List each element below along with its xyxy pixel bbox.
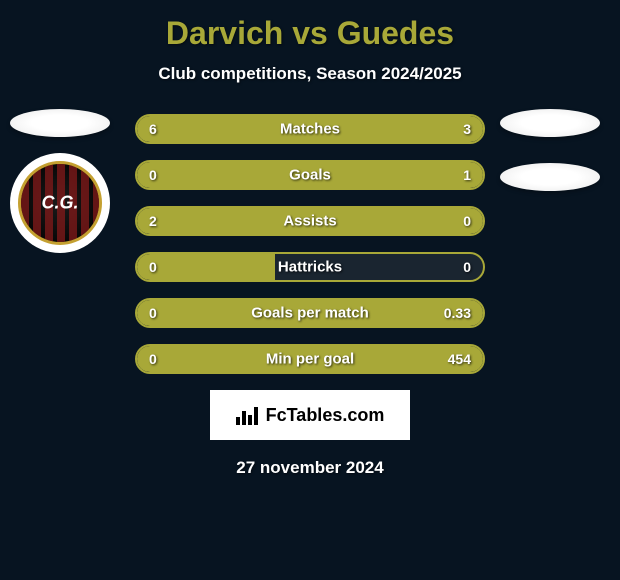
bar-right	[199, 162, 483, 188]
player-photo-right-2	[500, 163, 600, 191]
stat-label: Hattricks	[278, 259, 342, 276]
stat-row-goals: 0 Goals 1	[135, 160, 485, 190]
bar-left	[137, 162, 199, 188]
subtitle: Club competitions, Season 2024/2025	[0, 64, 620, 84]
footer-brand-badge[interactable]: FcTables.com	[210, 390, 410, 440]
value-right: 454	[448, 351, 471, 367]
value-right: 1	[463, 167, 471, 183]
page-title: Darvich vs Guedes	[0, 15, 620, 52]
stat-row-min-per-goal: 0 Min per goal 454	[135, 344, 485, 374]
left-player-badges: C.G.	[10, 109, 110, 253]
stat-row-goals-per-match: 0 Goals per match 0.33	[135, 298, 485, 328]
stat-label: Goals per match	[251, 305, 369, 322]
club-badge-inner: C.G.	[18, 161, 102, 245]
comparison-area: C.G. 6 Matches 3 0 Goals 1	[0, 114, 620, 374]
stats-bars: 6 Matches 3 0 Goals 1 2 Assists 0	[135, 114, 485, 374]
value-right: 0.33	[444, 305, 471, 321]
stat-label: Min per goal	[266, 351, 354, 368]
date-text: 27 november 2024	[0, 458, 620, 478]
player-photo-right-1	[500, 109, 600, 137]
club-badge-left: C.G.	[10, 153, 110, 253]
value-left: 0	[149, 305, 157, 321]
value-left: 0	[149, 259, 157, 275]
footer-brand-text: FcTables.com	[266, 405, 385, 426]
bar-left	[137, 254, 275, 280]
stat-label: Goals	[289, 167, 331, 184]
main-container: Darvich vs Guedes Club competitions, Sea…	[0, 0, 620, 580]
value-right: 3	[463, 121, 471, 137]
value-left: 6	[149, 121, 157, 137]
chart-icon	[236, 405, 260, 425]
stat-row-assists: 2 Assists 0	[135, 206, 485, 236]
stat-label: Matches	[280, 121, 340, 138]
player-photo-left	[10, 109, 110, 137]
club-initials: C.G.	[41, 193, 78, 214]
right-player-badges	[500, 109, 600, 217]
value-left: 0	[149, 167, 157, 183]
value-right: 0	[463, 213, 471, 229]
value-left: 2	[149, 213, 157, 229]
stat-row-hattricks: 0 Hattricks 0	[135, 252, 485, 282]
value-left: 0	[149, 351, 157, 367]
stat-label: Assists	[283, 213, 336, 230]
value-right: 0	[463, 259, 471, 275]
stat-row-matches: 6 Matches 3	[135, 114, 485, 144]
